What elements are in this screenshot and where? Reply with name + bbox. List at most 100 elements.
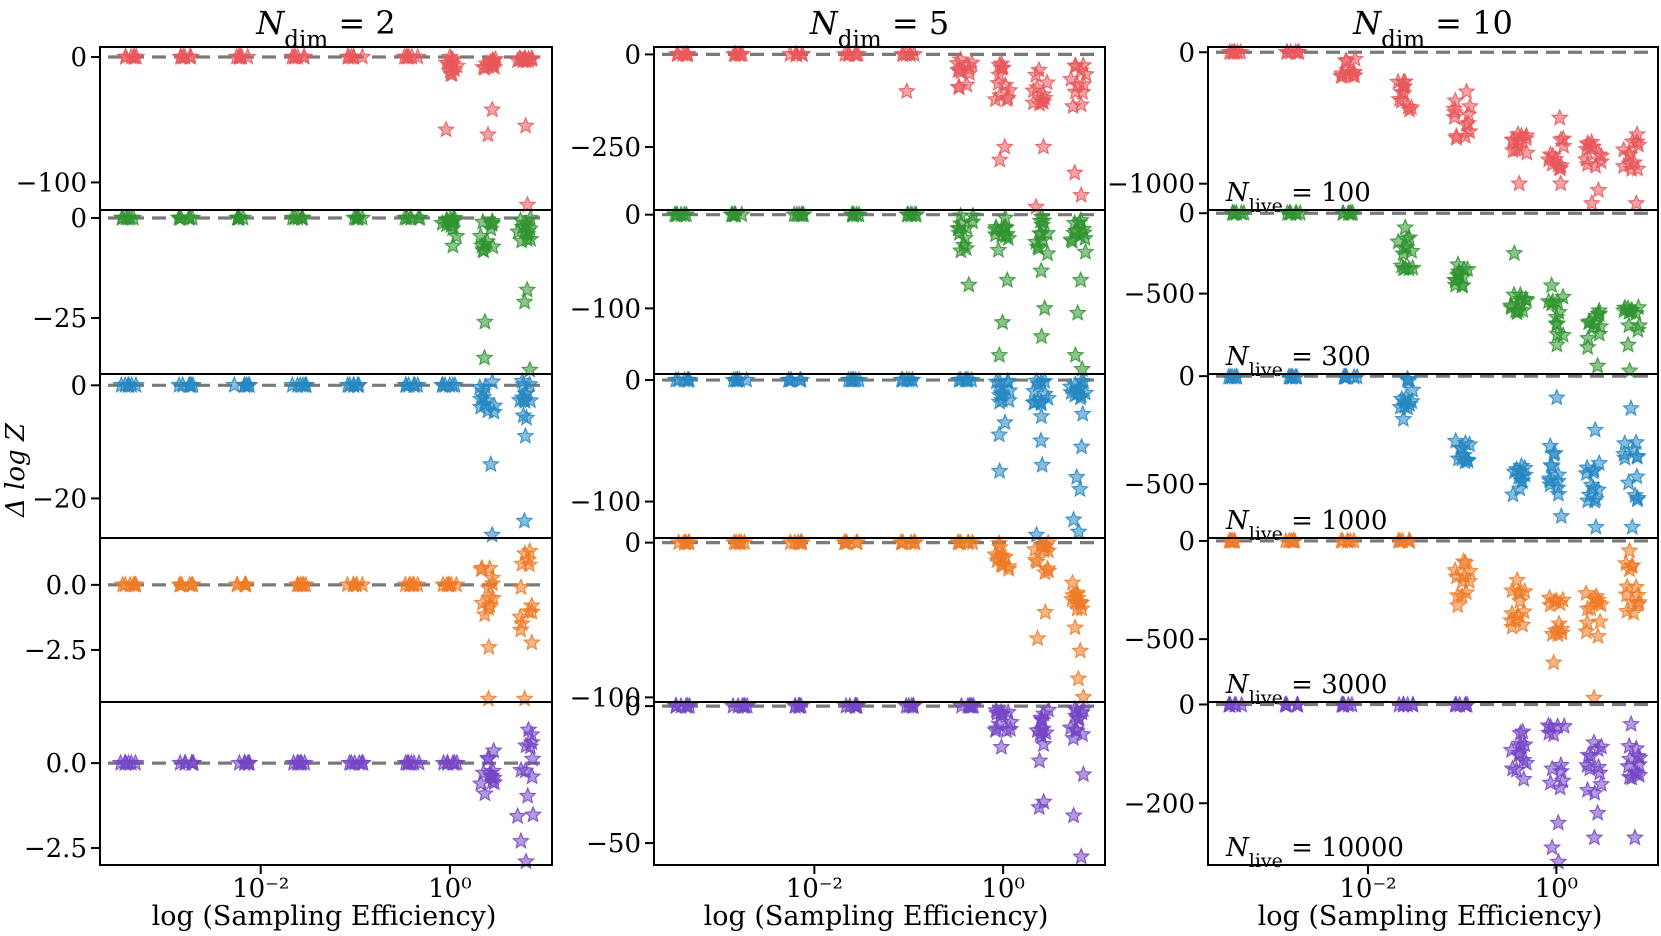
data-point [1576,150,1596,168]
data-point [517,408,536,426]
data-point [471,397,490,415]
data-point [445,375,465,394]
data-point [288,575,307,593]
data-point [1624,603,1643,621]
data-point [722,205,741,223]
data-point [1503,581,1522,599]
data-point [348,208,367,226]
data-point [1554,129,1573,147]
data-point [1550,108,1569,126]
data-point [183,575,202,593]
data-point [845,44,865,63]
data-point [1457,583,1476,601]
data-point [1503,141,1522,159]
data-point [1071,210,1090,229]
data-point [1542,456,1562,475]
data-point [1039,561,1058,579]
data-point [1032,207,1051,225]
data-point [479,689,498,707]
data-point [340,375,359,394]
data-point [1627,577,1646,595]
panel-frame [653,701,1106,866]
data-point [1395,72,1414,90]
data-point [1066,345,1085,363]
data-point [1069,669,1088,687]
series-nlive-3000 [669,533,1093,706]
data-point [519,601,538,620]
y-tick-label: 0 [624,366,641,396]
data-point [951,241,970,259]
data-point [1546,621,1565,639]
data-point [1582,193,1601,212]
data-point [1068,303,1087,321]
data-point [522,732,541,751]
data-point [1028,629,1047,647]
data-point [1622,300,1641,318]
data-point [1457,450,1476,468]
data-point [1547,307,1566,325]
data-point [892,370,911,388]
y-tick-label: 0 [1178,38,1195,68]
data-point [523,749,542,767]
data-point [1591,316,1610,335]
data-point [112,208,132,226]
data-point [1549,852,1568,870]
series-nlive-1000 [666,370,1095,543]
data-point [996,208,1015,226]
series-nlive-10000 [111,720,543,870]
nlive-label: Nlive = 3000 [1225,670,1387,709]
panel-col2-row5: 0 −50 10⁻² 10⁰ [586,692,1106,904]
data-point [1630,748,1649,766]
data-point [475,312,494,330]
data-point [1027,552,1047,570]
nlive-label: Nlive = 1000 [1225,506,1387,545]
data-point [1456,126,1475,144]
data-point [843,205,863,223]
nlive-label: Nlive = 10000 [1225,833,1404,872]
data-point [997,721,1016,739]
data-point [518,195,537,213]
data-point [1620,541,1639,559]
data-point [1579,328,1598,347]
data-point [837,533,856,551]
series-nlive-10000 [666,696,1093,865]
data-point [678,696,697,714]
data-point [1035,371,1054,390]
panel-col2-row3: 0 −100 [570,366,1106,543]
data-point [1588,356,1607,374]
y-tick-label: −500 [1124,625,1195,655]
panel-col1-row3: 0 −20 [32,371,553,543]
data-point [959,275,978,293]
data-point [986,219,1005,238]
data-point [1514,769,1533,788]
data-point [1460,96,1480,115]
data-point [484,741,503,759]
data-point [996,75,1015,94]
data-point [898,205,917,223]
data-point [1074,765,1093,783]
data-point [958,696,977,714]
data-point [995,137,1014,155]
y-tick-label: −100 [570,294,641,324]
data-point [236,575,255,593]
data-point [479,598,498,617]
data-point [1511,734,1530,752]
data-point [1577,622,1596,640]
data-point [1590,453,1609,472]
y-tick-label: −2.5 [24,834,87,864]
data-point [1588,626,1608,645]
data-point [1068,75,1087,93]
data-point [1590,301,1609,319]
x-axis-label-col-3: log (Sampling Efficiency) [1258,901,1603,932]
data-point [1400,228,1419,246]
nlive-label: Nlive = 100 [1225,178,1371,217]
data-point [400,575,419,593]
series-nlive-1000 [112,371,540,543]
data-point [513,51,532,69]
data-point [1400,100,1419,118]
data-point [999,559,1018,577]
data-point [1076,242,1095,260]
data-point [792,533,812,551]
